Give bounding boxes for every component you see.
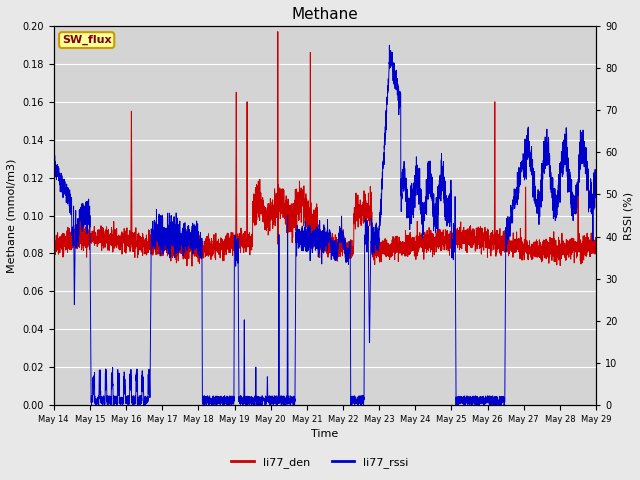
Y-axis label: RSSI (%): RSSI (%) bbox=[623, 192, 633, 240]
Text: SW_flux: SW_flux bbox=[62, 35, 111, 45]
Y-axis label: Methane (mmol/m3): Methane (mmol/m3) bbox=[7, 158, 17, 273]
Legend: li77_den, li77_rssi: li77_den, li77_rssi bbox=[227, 452, 413, 472]
Title: Methane: Methane bbox=[292, 7, 358, 22]
X-axis label: Time: Time bbox=[311, 430, 339, 440]
